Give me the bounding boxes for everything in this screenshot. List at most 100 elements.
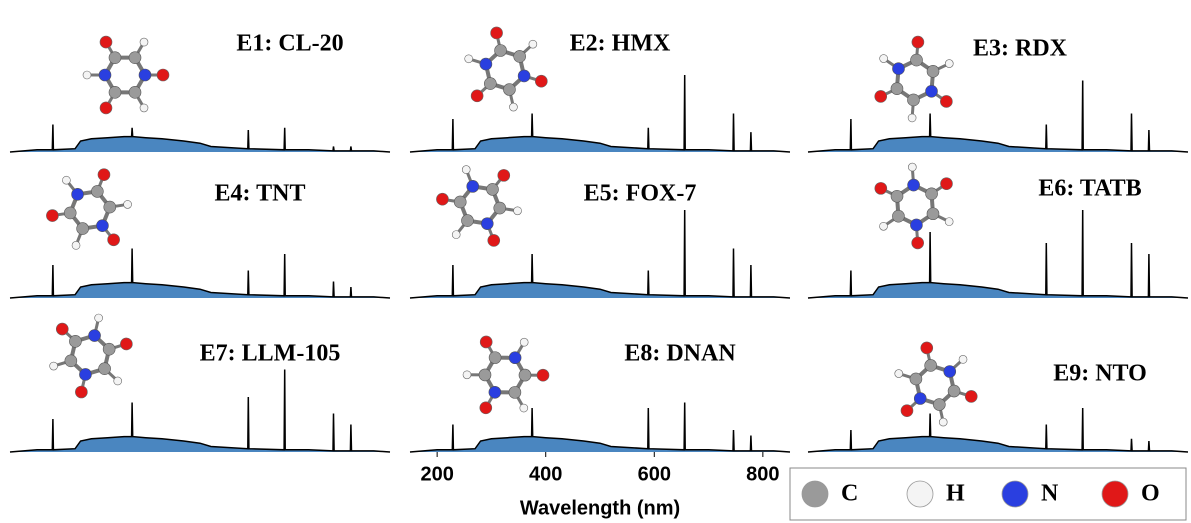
atom (910, 373, 922, 385)
atom (488, 234, 500, 246)
panel-title: E6: TATB (1038, 176, 1141, 202)
atom (926, 188, 938, 200)
atom (480, 402, 492, 414)
x-tick-label: 600 (638, 463, 671, 485)
atom (926, 85, 938, 97)
atom (503, 84, 515, 96)
atom (910, 219, 922, 231)
atom (140, 38, 148, 46)
atom (519, 369, 531, 381)
atom (940, 178, 952, 190)
atom (99, 69, 111, 81)
atom (140, 104, 148, 112)
spectrum-line (808, 81, 1188, 153)
atom (927, 208, 939, 220)
atom (880, 222, 888, 230)
spectrum-line (808, 210, 1188, 298)
legend-swatch (1002, 481, 1028, 507)
atom (875, 90, 887, 102)
legend-label: N (1041, 481, 1059, 507)
atom (912, 237, 924, 249)
atom (944, 365, 956, 377)
atom (96, 220, 108, 232)
legend-swatch (802, 481, 828, 507)
atom (927, 65, 939, 77)
atom (69, 335, 81, 347)
atom (491, 27, 503, 39)
atom (959, 355, 967, 363)
panel-title: E3: RDX (973, 36, 1068, 62)
atom (104, 201, 116, 213)
panel-title: E7: LLM-105 (200, 341, 341, 367)
atom (912, 36, 924, 48)
atom (520, 404, 528, 412)
atom (498, 169, 510, 181)
atom (114, 377, 122, 385)
atom (495, 44, 507, 56)
atom (139, 69, 151, 81)
atom (454, 196, 466, 208)
atom (875, 182, 887, 194)
atom (79, 368, 91, 380)
atom (945, 218, 953, 226)
panel-title: E2: HMX (570, 31, 671, 57)
atom (948, 385, 960, 397)
atom (537, 369, 549, 381)
molecule-icon (50, 314, 133, 398)
atom (494, 202, 506, 214)
atom (907, 94, 919, 106)
atom (72, 241, 80, 249)
atom (109, 52, 121, 64)
x-axis-label: Wavelength (nm) (520, 497, 680, 519)
x-tick-label: 200 (420, 463, 453, 485)
atom (95, 314, 103, 322)
atom (120, 338, 132, 350)
atom (91, 185, 103, 197)
atom (489, 352, 501, 364)
atom (965, 390, 977, 402)
atom (489, 386, 501, 398)
atom (89, 330, 101, 342)
atom (481, 218, 493, 230)
legend-label: C (841, 481, 858, 507)
legend-swatch (1102, 481, 1128, 507)
atom (103, 343, 115, 355)
legend-swatch (907, 481, 933, 507)
atom (518, 70, 530, 82)
atom (83, 71, 91, 79)
atom (129, 86, 141, 98)
spectrum-line (410, 75, 790, 152)
atom (463, 371, 471, 379)
atom (892, 63, 904, 75)
atom (72, 188, 84, 200)
atom (479, 369, 491, 381)
panel-title: E9: NTO (1053, 361, 1147, 387)
atom (157, 69, 169, 81)
atom (939, 418, 947, 426)
atom (98, 169, 110, 181)
atom (892, 210, 904, 222)
atom (129, 52, 141, 64)
atom (945, 60, 953, 68)
atom (77, 223, 89, 235)
atom (514, 50, 526, 62)
molecule-icon (875, 36, 954, 122)
atom (452, 231, 460, 239)
panel-title: E1: CL-20 (236, 31, 343, 57)
atom (509, 103, 517, 111)
panel-title: E4: TNT (215, 181, 306, 207)
atom (514, 207, 522, 215)
molecule-icon (895, 342, 977, 426)
atom (462, 166, 470, 174)
atom (914, 393, 926, 405)
molecule-icon (436, 166, 521, 247)
atom (509, 386, 521, 398)
atom (891, 83, 903, 95)
atom (529, 40, 537, 48)
x-tick-label: 800 (746, 463, 779, 485)
atom (56, 323, 68, 335)
atom (895, 370, 903, 378)
atom (520, 338, 528, 346)
atom (62, 176, 70, 184)
atom (471, 90, 483, 102)
